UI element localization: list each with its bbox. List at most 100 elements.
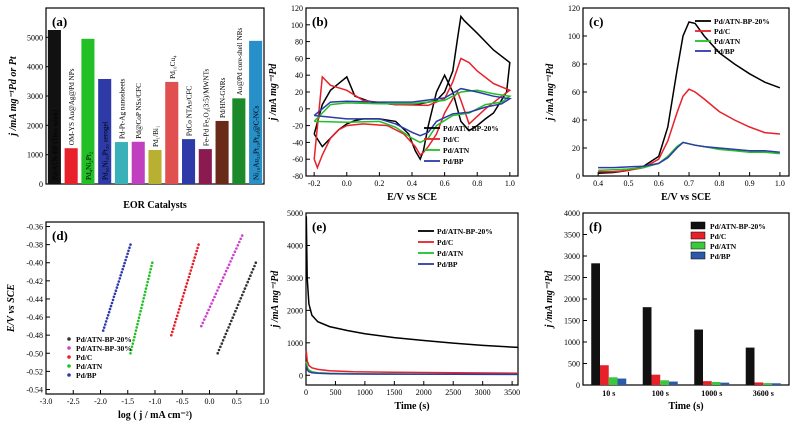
data-point [119, 274, 122, 277]
data-point [181, 295, 185, 298]
bar [702, 381, 712, 385]
y-tick-label: 120 [291, 4, 303, 13]
data-point [225, 329, 229, 332]
y-tick-label: 500 [568, 360, 580, 369]
panel-f: (f) 0 500 1000 1500 2000 2500 3000 3500 4000 Time … [544, 209, 790, 412]
data-point [187, 275, 191, 279]
x-tick-label: -2.5 [67, 397, 80, 406]
data-point [106, 314, 110, 317]
y-tick-label: 3000 [287, 274, 303, 283]
data-point [210, 302, 213, 305]
y-tick-label: 2000 [27, 121, 43, 130]
data-point [101, 329, 105, 332]
data-point [188, 272, 192, 276]
data-point [130, 345, 134, 349]
bar [81, 38, 95, 184]
bar [651, 374, 661, 385]
series-line-Pd/C [598, 88, 780, 173]
legend-swatch [67, 337, 71, 341]
data-point [105, 317, 109, 320]
x-tick-label: 3500 [504, 388, 520, 397]
legend-entry: Pd/C [710, 232, 726, 241]
y-tick-label: 2000 [564, 295, 580, 304]
x-axis-label: Time (s) [668, 401, 703, 412]
bar [215, 120, 229, 184]
data-point [137, 319, 140, 323]
data-point [227, 326, 230, 329]
data-point [229, 260, 232, 263]
bar-label: Fe-Pd Fe₂O₃(3:5)/MWNTs [202, 69, 210, 147]
data-point [125, 255, 128, 259]
plot-frame [305, 212, 519, 386]
data-point [238, 300, 241, 303]
data-point [172, 327, 175, 331]
data-point [236, 303, 240, 307]
y-tick-label: 40 [295, 71, 303, 80]
y-tick-label: 20 [572, 144, 580, 153]
x-tick-label: 0.8 [714, 179, 724, 188]
bar-label: PdCo NTAs/CFC [186, 86, 194, 137]
bar [114, 142, 129, 184]
data-point [226, 266, 229, 270]
data-point [110, 301, 114, 305]
bar [711, 381, 721, 385]
bar [232, 98, 246, 184]
data-point [174, 317, 178, 321]
data-point [239, 237, 242, 241]
data-point [122, 264, 125, 268]
x-axis-label: EOR Catalysts [123, 200, 187, 211]
data-point [207, 308, 210, 312]
data-point [250, 271, 253, 274]
series-line-Pd/ATN [313, 89, 512, 144]
y-axis-label: j /mA mg⁻¹Pd [268, 63, 279, 123]
legend-entry: Pd/C [714, 27, 730, 36]
data-point [109, 304, 113, 308]
bar [165, 81, 179, 184]
data-point [219, 345, 222, 349]
data-point [236, 244, 240, 247]
data-point [190, 266, 194, 269]
legend-entry: Pd/BP [714, 47, 735, 56]
x-tick-label: -2.0 [94, 397, 107, 406]
y-tick-label: 5000 [287, 209, 303, 218]
data-point [147, 274, 151, 278]
data-point [195, 249, 198, 253]
y-tick-label: -0.38 [26, 241, 43, 250]
data-point [140, 303, 144, 307]
y-tick-label: -0.50 [26, 349, 43, 358]
y-tick-label: 0 [576, 172, 580, 181]
y-tick-label: 0 [576, 381, 580, 390]
data-point [180, 298, 184, 301]
data-point [130, 348, 133, 352]
data-point [144, 290, 147, 294]
data-point [139, 309, 142, 313]
y-tick-label: -40 [292, 138, 303, 147]
panel-label-a: (a) [52, 14, 67, 29]
y-tick-label: 1000 [287, 339, 303, 348]
bar [131, 141, 145, 184]
legend-entry: Pd/ATN-BP-20% [76, 335, 132, 344]
legend-entry: Pd/C [437, 238, 453, 247]
data-point [138, 313, 142, 316]
data-point [230, 256, 234, 260]
data-point [194, 253, 197, 256]
panel-label-b: (b) [312, 14, 328, 29]
y-tick-label: 3500 [564, 231, 580, 240]
series-line-Pd/BP [313, 87, 512, 137]
bar [148, 149, 162, 184]
x-tick-label: 0 [304, 388, 308, 397]
x-tick-label: -1.0 [149, 397, 162, 406]
data-point [249, 274, 252, 278]
bar [64, 148, 78, 184]
data-point [205, 311, 209, 315]
bar [660, 380, 670, 385]
data-point [151, 261, 154, 265]
data-point [128, 246, 131, 249]
legend-swatch [690, 241, 706, 250]
x-tick-label: 0.6 [440, 179, 450, 188]
data-point [173, 320, 177, 324]
data-point [134, 329, 138, 332]
x-tick-label: 0.4 [593, 179, 603, 188]
data-point [137, 316, 141, 320]
